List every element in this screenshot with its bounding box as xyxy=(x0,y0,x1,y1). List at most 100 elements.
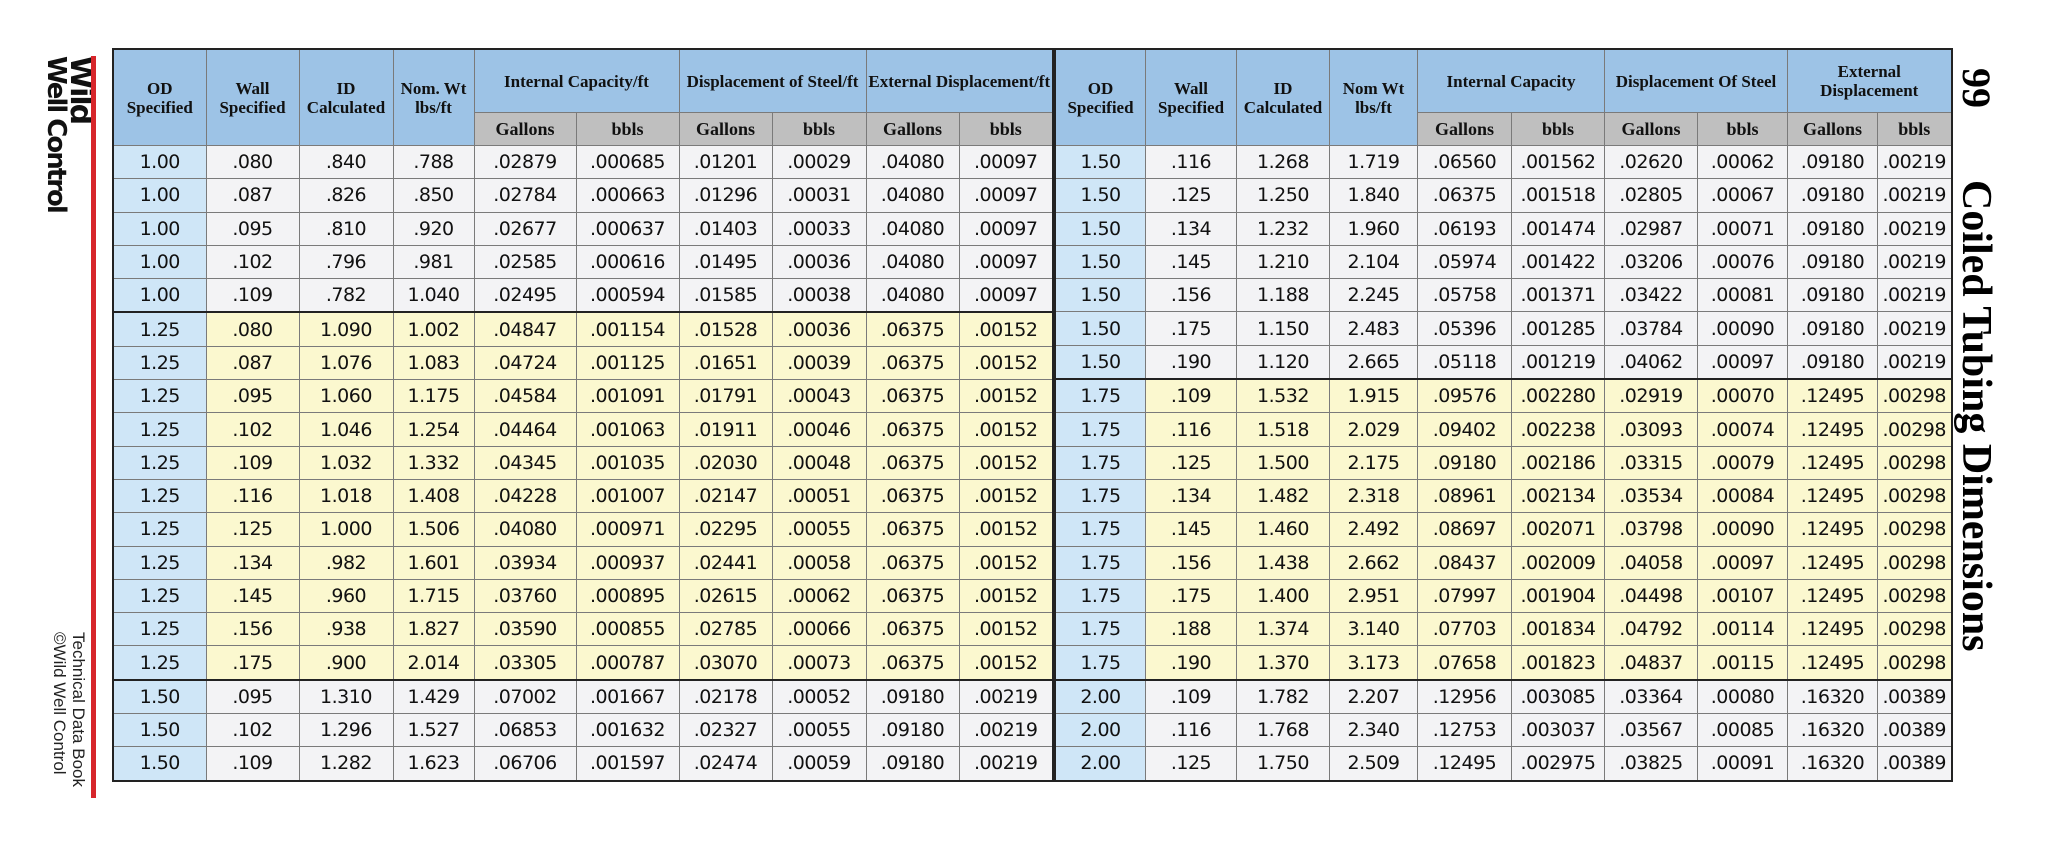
column-subheader: bbls xyxy=(1511,112,1605,146)
table-cell: .00062 xyxy=(771,578,867,614)
logo-line: Well Control xyxy=(41,56,71,212)
table-cell: 3.173 xyxy=(1329,645,1418,681)
table-cell: .109 xyxy=(205,746,300,782)
table-cell: .12495 xyxy=(1787,478,1878,514)
table-cell: 1.601 xyxy=(392,545,475,580)
table-cell: .02327 xyxy=(678,713,773,748)
table-cell: .02147 xyxy=(678,478,773,514)
table-cell: .000616 xyxy=(575,244,680,280)
table-cell: .00080 xyxy=(1697,678,1788,715)
table-cell: .826 xyxy=(298,178,394,213)
subheader-row: Gallons bbls Gallons bbls Gallons bbls xyxy=(113,112,1054,146)
table-row: 1.75.125 1.500 2.175.09180.002186.03315.00… xyxy=(1054,445,1952,480)
table-cell: 1.75 xyxy=(1054,512,1146,547)
table-row: 1.50.145 1.210 2.104.05974.001422.03206.00… xyxy=(1054,244,1952,280)
header-row: OD Specified Wall Specified ID Calculated N… xyxy=(1054,48,1952,146)
table-cell: 1.527 xyxy=(392,713,475,748)
table-cell: .00070 xyxy=(1697,378,1788,414)
table-cell: 1.25 xyxy=(112,512,207,547)
table-cell: .00067 xyxy=(1697,178,1788,213)
table-cell: .00036 xyxy=(771,311,867,347)
table-cell: .001063 xyxy=(575,412,680,447)
table-row: 1.75.175 1.400 2.951.07997.001904.04498.00… xyxy=(1054,578,1952,614)
table-cell: .00036 xyxy=(771,244,867,280)
table-cell: 1.374 xyxy=(1236,612,1330,647)
table-cell: .00085 xyxy=(1697,713,1788,748)
column-subheader: Gallons xyxy=(473,112,577,146)
table-cell: 1.500 xyxy=(1236,445,1330,480)
table-row: 2.00.116 1.768 2.340.12753.003037.03567.00… xyxy=(1054,713,1952,748)
table-cell: .01791 xyxy=(678,379,773,414)
table-cell: .001474 xyxy=(1511,211,1605,246)
table-cell: .06375 xyxy=(865,445,960,480)
table-cell: .04724 xyxy=(473,345,577,381)
table-cell: 1.50 xyxy=(1054,344,1146,380)
table-cell: .02178 xyxy=(678,678,773,715)
table-cell: .00298 xyxy=(1877,612,1952,647)
table-cell: 1.282 xyxy=(298,746,394,782)
table-cell: .06375 xyxy=(865,379,960,414)
table-cell: .810 xyxy=(298,211,394,246)
table-cell: .125 xyxy=(205,512,300,547)
table-cell: .000685 xyxy=(575,144,680,180)
table-cell: .09180 xyxy=(1787,311,1878,346)
table-cell: .001518 xyxy=(1511,178,1605,213)
table-cell: 1.460 xyxy=(1236,512,1330,547)
table-cell: .02785 xyxy=(678,612,773,647)
table-cell: 1.120 xyxy=(1236,344,1330,380)
table-row: 1.75.190 1.370 3.173.07658.001823.04837.00… xyxy=(1054,645,1952,681)
table-cell: .07002 xyxy=(473,678,577,715)
table-row: 1.75.188 1.374 3.140.07703.001834.04792.00… xyxy=(1054,612,1952,647)
column-subheader: bbls xyxy=(958,112,1054,146)
table-cell: 1.518 xyxy=(1236,412,1330,447)
table-cell: .00055 xyxy=(771,512,867,547)
table-cell: .001667 xyxy=(575,678,680,715)
table-row: 1.25.080 1.090 1.002.04847.001154.01528.00… xyxy=(112,311,1054,347)
table-cell: .000971 xyxy=(575,512,680,547)
table-cell: .00052 xyxy=(771,678,867,715)
table-cell: .782 xyxy=(298,278,394,313)
table-cell: .04080 xyxy=(865,244,960,280)
table-cell: .03534 xyxy=(1604,478,1698,514)
column-subheader: bbls xyxy=(771,112,867,146)
table-cell: .09180 xyxy=(1787,344,1878,380)
table-cell: .190 xyxy=(1145,344,1237,380)
table-cell: .116 xyxy=(205,478,300,514)
table-cell: 1.310 xyxy=(298,678,394,715)
table-cell: .00048 xyxy=(771,445,867,480)
table-cell: .00097 xyxy=(1697,344,1788,380)
logo-line: Wild xyxy=(63,56,98,124)
table-cell: 2.951 xyxy=(1329,578,1418,614)
table-cell: 1.25 xyxy=(112,345,207,381)
table-cell: .02495 xyxy=(473,278,577,313)
table-cell: .03305 xyxy=(473,645,577,681)
table-cell: .00107 xyxy=(1697,578,1788,614)
column-header: Wall Specified xyxy=(205,48,300,146)
table-cell: .00152 xyxy=(958,512,1054,547)
table-cell: .00058 xyxy=(771,545,867,580)
table-cell: .02585 xyxy=(473,244,577,280)
table-cell: 2.340 xyxy=(1329,713,1418,748)
table-cell: 1.50 xyxy=(1054,144,1146,180)
table-cell: .00031 xyxy=(771,178,867,213)
table-cell: .001371 xyxy=(1511,278,1605,313)
table-cell: 1.400 xyxy=(1236,578,1330,614)
table-cell: .00219 xyxy=(958,713,1054,748)
table-cell: .001285 xyxy=(1511,311,1605,346)
table-cell: 2.00 xyxy=(1054,746,1146,782)
table-cell: .03070 xyxy=(678,645,773,681)
table-cell: .00097 xyxy=(958,178,1054,213)
table-cell: .00152 xyxy=(958,445,1054,480)
table-cell: .00219 xyxy=(958,746,1054,782)
page-number: 99 xyxy=(1954,68,1999,108)
table-cell: 1.50 xyxy=(1054,178,1146,213)
table-cell: .003085 xyxy=(1511,678,1605,715)
table-row: 1.75.134 1.482 2.318.08961.002134.03534.00… xyxy=(1054,478,1952,514)
table-cell: .09576 xyxy=(1417,378,1512,414)
table-cell: .102 xyxy=(205,412,300,447)
table-row: 1.50.134 1.232 1.960.06193.001474.02987.00… xyxy=(1054,211,1952,246)
table-cell: .04498 xyxy=(1604,578,1698,614)
table-cell: .12495 xyxy=(1787,512,1878,547)
table-cell: 1.00 xyxy=(112,278,207,313)
table-cell: 1.25 xyxy=(112,412,207,447)
